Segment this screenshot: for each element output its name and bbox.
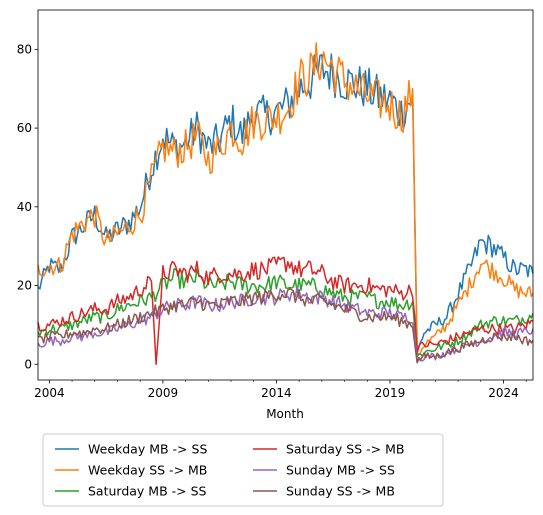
legend-label: Weekday MB -> SS: [88, 442, 207, 457]
series-line-2: [37, 42, 534, 356]
legend: Weekday MB -> SS Weekday SS -> MB Saturday…: [42, 433, 444, 507]
x-tick-label: 2014: [261, 386, 292, 400]
x-tick-label: 2024: [488, 386, 519, 400]
y-tick-label: 60: [17, 121, 32, 135]
series-line-3: [37, 267, 534, 358]
legend-label: Sunday SS -> MB: [286, 484, 395, 499]
plot-frame: [37, 9, 534, 381]
tick-layer: 0 20 40 60 80 2004 2009 2014 2019 2024: [17, 42, 527, 400]
legend-label: Saturday SS -> MB: [286, 442, 404, 457]
y-tick-label: 0: [24, 357, 32, 371]
series-layer: [37, 42, 534, 366]
x-axis-label: Month: [266, 407, 304, 421]
x-tick-label: 2019: [375, 386, 406, 400]
series-line-4: [37, 256, 534, 366]
series-line-6: [37, 288, 534, 364]
series-line-1: [37, 53, 534, 352]
x-tick-label: 2004: [34, 386, 65, 400]
legend-box: [42, 433, 444, 507]
y-tick-label: 80: [17, 42, 32, 56]
x-tick-label: 2009: [148, 386, 179, 400]
y-tick-label: 40: [17, 200, 32, 214]
legend-label: Saturday MB -> SS: [88, 484, 207, 499]
legend-label: Sunday MB -> SS: [286, 463, 395, 478]
y-tick-label: 20: [17, 279, 32, 293]
plot-border: [37, 9, 534, 381]
legend-label: Weekday SS -> MB: [88, 463, 207, 478]
